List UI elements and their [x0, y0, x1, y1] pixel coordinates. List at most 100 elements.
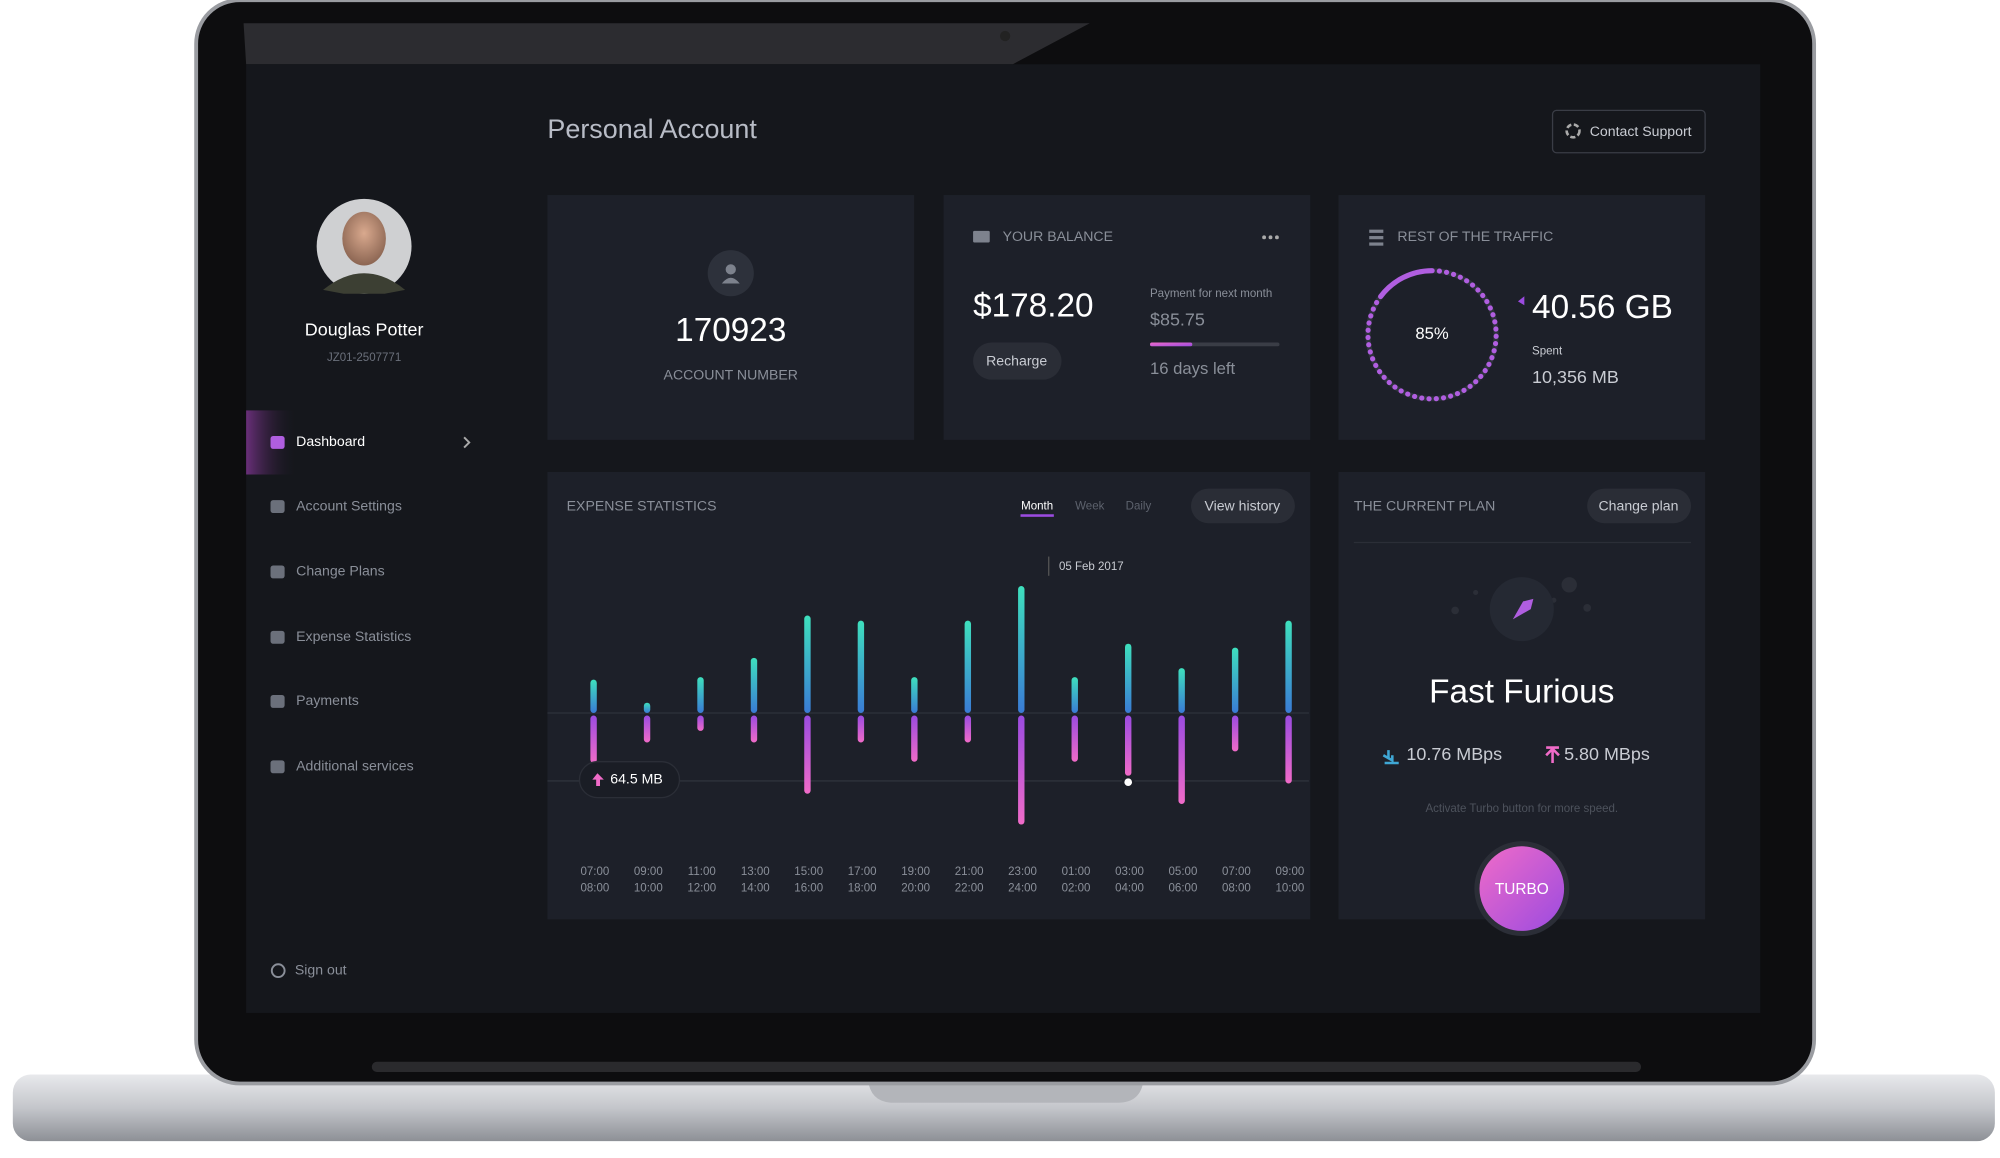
traffic-arrow [1517, 296, 1525, 306]
next-payment-label: Payment for next month [1150, 288, 1272, 300]
nav-icon [270, 630, 285, 644]
time-label: 10:00 [1275, 883, 1304, 895]
traffic-card [1338, 195, 1706, 440]
recharge-button[interactable] [973, 342, 1062, 380]
download-bar [1231, 647, 1239, 713]
time-label: 09:00 [1275, 866, 1304, 878]
upload-bar [1018, 715, 1025, 825]
time-label: 21:00 [955, 866, 984, 878]
tab[interactable]: Daily [1126, 501, 1152, 513]
tab[interactable]: Week [1075, 501, 1104, 513]
time-label: 13:00 [741, 866, 770, 878]
sign-out[interactable]: Sign out [295, 961, 347, 977]
nav-icon [270, 565, 285, 579]
more-icon[interactable] [1262, 235, 1279, 240]
time-label: 08:00 [1222, 883, 1251, 895]
download-bar [1071, 677, 1078, 713]
time-label: 12:00 [687, 883, 716, 895]
plan-note: Activate Turbo button for more speed. [1425, 803, 1618, 815]
time-label: 17:00 [848, 866, 877, 878]
balance-card [943, 195, 1311, 440]
turbo-button[interactable] [1479, 846, 1565, 931]
time-label: 24:00 [1008, 883, 1037, 895]
signout-icon [270, 963, 286, 979]
upload-bar [857, 715, 865, 743]
recharge-label[interactable]: Recharge [986, 352, 1047, 368]
tab[interactable]: Month [1021, 501, 1053, 513]
nav-icon [270, 695, 285, 708]
time-label: 02:00 [1062, 883, 1091, 895]
tooltip-icon [592, 773, 604, 787]
upload-bar [964, 715, 972, 743]
upload-bar [697, 715, 704, 731]
upload-bar [1285, 715, 1292, 784]
nav-item[interactable]: Change Plans [296, 563, 385, 579]
account-icon-body [721, 277, 740, 284]
traffic-icon [1369, 229, 1384, 246]
camera [1000, 30, 1011, 42]
time-label: 10:00 [634, 883, 663, 895]
expense-bars [590, 586, 1292, 825]
time-label: 04:00 [1115, 883, 1144, 895]
nav-item[interactable]: Dashboard [296, 433, 365, 449]
time-label: 08:00 [580, 883, 609, 895]
change-plan-button[interactable] [1587, 488, 1692, 524]
upload-bar [750, 715, 758, 743]
download-bar [857, 620, 865, 713]
nav-item[interactable]: Account Settings [296, 497, 402, 513]
expense-card [547, 471, 1311, 920]
download-bar [643, 702, 651, 713]
profile-name: Douglas Potter [305, 320, 424, 340]
expense-title: EXPENSE STATISTICS [567, 497, 717, 513]
next-payment-amount: $85.75 [1150, 309, 1205, 329]
time-label: 15:00 [794, 866, 823, 878]
progress-fill [1150, 342, 1193, 347]
account-label: ACCOUNT NUMBER [664, 367, 798, 383]
download-bar [911, 677, 918, 713]
upload-bar [590, 715, 597, 763]
balance-amount: $178.20 [973, 288, 1093, 325]
avatar-shirt [323, 273, 406, 294]
time-label: 18:00 [848, 883, 877, 895]
donut-arc [1365, 268, 1499, 402]
upload-bar [804, 715, 811, 794]
nav-item[interactable]: Payments [296, 692, 359, 708]
download-bar [750, 657, 758, 713]
traffic-donut [1365, 268, 1499, 402]
plan-title: THE CURRENT PLAN [1354, 497, 1495, 513]
time-label: 07:00 [1222, 866, 1251, 878]
nav-icon [270, 760, 285, 774]
upload-icon [1545, 746, 1560, 763]
selected-point [1121, 775, 1135, 789]
days-left: 16 days left [1150, 359, 1236, 378]
upload-bar [1178, 715, 1185, 804]
time-label: 11:00 [688, 866, 716, 878]
download-bar [590, 679, 597, 713]
download-bar [1018, 586, 1025, 713]
time-label: 09:00 [634, 866, 663, 878]
change-plan-label[interactable]: Change plan [1598, 497, 1678, 513]
upload-bar [911, 715, 918, 762]
turbo-label[interactable]: TURBO [1495, 881, 1549, 898]
nav-icon [270, 500, 285, 513]
time-label: 23:00 [1008, 866, 1037, 878]
download-bar [1125, 643, 1132, 713]
account-icon-head [725, 264, 736, 275]
view-history-button[interactable] [1191, 488, 1295, 524]
nav-item[interactable]: Expense Statistics [296, 628, 411, 644]
time-label: 07:00 [580, 866, 609, 878]
time-label: 01:00 [1062, 866, 1091, 878]
plan-download: 10.76 MBps [1406, 744, 1502, 764]
time-label: 06:00 [1169, 883, 1198, 895]
nav-item[interactable]: Additional services [296, 758, 414, 774]
account-card [547, 195, 915, 440]
nav-chevron [463, 436, 471, 449]
hinge [371, 1061, 1642, 1072]
plan-upload: 5.80 MBps [1564, 744, 1650, 764]
contact-button-label[interactable]: Contact Support [1590, 123, 1692, 139]
view-history-label[interactable]: View history [1204, 497, 1281, 513]
contact-button[interactable] [1551, 109, 1706, 154]
page-title: Personal Account [547, 114, 757, 144]
